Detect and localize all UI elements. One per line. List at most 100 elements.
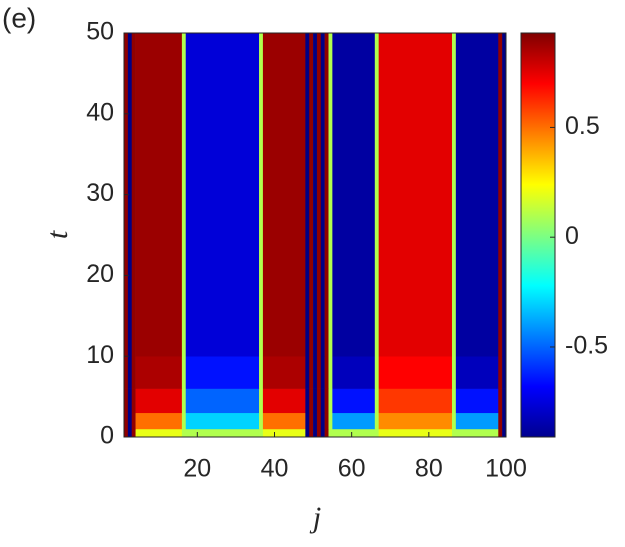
heatmap-cell xyxy=(262,388,306,414)
heatmap-cell xyxy=(324,412,329,430)
heatmap-cell xyxy=(262,428,306,438)
y-tick-label: 40 xyxy=(86,98,114,126)
heatmap-cell xyxy=(127,428,133,438)
heatmap-cell xyxy=(305,428,310,438)
heatmap-cell xyxy=(131,33,136,357)
heatmap-cell xyxy=(324,356,329,389)
heatmap-cell xyxy=(455,388,499,414)
heatmap-cell xyxy=(316,428,322,438)
x-tick-label: 80 xyxy=(415,455,443,483)
heatmap-cell xyxy=(313,412,318,430)
heatmap-cell xyxy=(181,428,187,438)
y-axis-label: t xyxy=(41,230,74,239)
heatmap-cell xyxy=(309,388,314,414)
heatmap-cell xyxy=(305,356,310,389)
heatmap-cell xyxy=(305,33,310,357)
x-tick-label: 60 xyxy=(338,455,366,483)
heatmap-cell xyxy=(316,388,322,414)
heatmap-cell xyxy=(185,428,260,438)
heatmap-cell xyxy=(328,412,333,430)
heatmap-cell xyxy=(378,388,453,414)
heatmap-cell xyxy=(131,356,136,389)
heatmap-cell xyxy=(502,412,507,430)
heatmap-cell xyxy=(135,356,183,389)
heatmap-cell xyxy=(374,412,379,430)
heatmap-cell xyxy=(451,388,457,414)
heatmap-cell xyxy=(305,388,310,414)
y-tick-label: 30 xyxy=(86,179,114,207)
panel-label: (e) xyxy=(2,2,36,33)
heatmap-cell xyxy=(185,388,260,414)
heatmap-cell xyxy=(313,33,318,357)
heatmap-cell xyxy=(332,428,376,438)
heatmap-cell xyxy=(378,428,453,438)
heatmap-cell xyxy=(259,33,264,357)
heatmap-cell xyxy=(328,388,333,414)
heatmap-cell xyxy=(309,33,314,357)
x-axis-label: j xyxy=(309,501,321,534)
heatmap-cell xyxy=(451,412,457,430)
heatmap-cell xyxy=(262,412,306,430)
heatmap-cell xyxy=(127,412,133,430)
heatmap-cell xyxy=(131,412,136,430)
heatmap-cell xyxy=(455,356,499,389)
colorbar-tick-label: -0.5 xyxy=(565,332,608,360)
heatmap-cell xyxy=(455,428,499,438)
heatmap-cell xyxy=(259,412,264,430)
heatmap-cell xyxy=(309,412,314,430)
heatmap-cell xyxy=(374,356,379,389)
heatmap-cell xyxy=(320,412,325,430)
heatmap-cell xyxy=(502,33,507,357)
heatmap-cell xyxy=(181,356,187,389)
heatmap-cell xyxy=(124,412,129,430)
heatmap-cell xyxy=(135,412,183,430)
heatmap-cell xyxy=(316,412,322,430)
colorbar-tick-label: 0 xyxy=(565,222,579,250)
heatmap-cell xyxy=(313,428,318,438)
heatmap-cell xyxy=(124,388,129,414)
heatmap-cell xyxy=(127,33,133,357)
heatmap-cell xyxy=(498,412,503,430)
heatmap-cell xyxy=(309,428,314,438)
heatmap-cell xyxy=(451,33,457,357)
colorbar xyxy=(520,32,556,438)
heatmap-cell xyxy=(181,33,187,357)
heatmap-cell xyxy=(374,33,379,357)
heatmap-cell xyxy=(259,388,264,414)
heatmap-cell xyxy=(332,388,376,414)
heatmap-cell xyxy=(332,356,376,389)
heatmap-cell xyxy=(324,388,329,414)
heatmap-cell xyxy=(135,388,183,414)
heatmap-cell xyxy=(378,33,453,357)
heatmap-cell xyxy=(378,356,453,389)
heatmap-cell xyxy=(131,388,136,414)
y-tick-label: 50 xyxy=(86,18,114,46)
heatmap-cell xyxy=(185,33,260,357)
heatmap-cell xyxy=(320,388,325,414)
heatmap-cell xyxy=(502,388,507,414)
heatmap-cell xyxy=(305,412,310,430)
x-tick-label: 40 xyxy=(261,455,289,483)
y-tick-label: 20 xyxy=(86,260,114,288)
colorbar-tick-label: 0.5 xyxy=(565,112,600,140)
heatmap-cell xyxy=(498,33,503,357)
heatmap-cell xyxy=(181,388,187,414)
heatmap-cell xyxy=(127,356,133,389)
heatmap-cell xyxy=(451,428,457,438)
plot-frame xyxy=(123,32,507,438)
heatmap-cell xyxy=(374,428,379,438)
heatmap-cell xyxy=(324,33,329,357)
heatmap-cell xyxy=(313,356,318,389)
heatmap-cell xyxy=(498,428,503,438)
heatmap-cell xyxy=(131,428,136,438)
x-tick-label: 20 xyxy=(183,455,211,483)
y-tick-label: 10 xyxy=(86,341,114,369)
heatmap-cell xyxy=(378,412,453,430)
heatmap-cell xyxy=(124,356,129,389)
heatmap-cell xyxy=(332,412,376,430)
heatmap-cell xyxy=(498,388,503,414)
heatmap-cell xyxy=(185,412,260,430)
heatmap-cell xyxy=(455,33,499,357)
heatmap-cell xyxy=(455,412,499,430)
